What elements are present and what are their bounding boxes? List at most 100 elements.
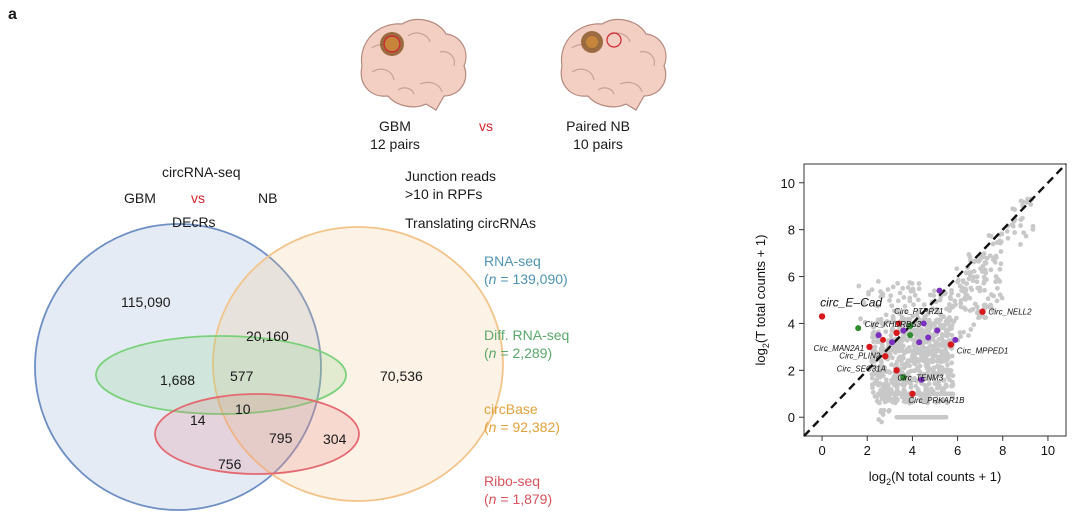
labeled-point xyxy=(906,322,914,329)
background-point xyxy=(967,308,973,313)
background-point xyxy=(905,348,911,354)
background-point xyxy=(862,320,868,325)
background-point xyxy=(994,298,1000,304)
highlight-point xyxy=(880,336,887,343)
background-point xyxy=(903,317,909,322)
background-point xyxy=(991,255,997,261)
legend-ribo-n: (n = 1,879) xyxy=(484,491,553,507)
background-point xyxy=(974,274,980,280)
background-point xyxy=(997,266,1003,272)
junction-threshold: >10 in RPFs xyxy=(405,186,483,202)
background-point xyxy=(946,331,952,337)
background-point xyxy=(1012,230,1018,235)
background-point xyxy=(945,362,950,368)
background-point xyxy=(954,266,960,272)
background-point xyxy=(932,332,938,338)
background-point xyxy=(985,296,991,302)
background-point xyxy=(926,351,932,357)
background-point xyxy=(908,327,914,333)
point-label: Circ_MPPED1 xyxy=(957,347,1009,356)
background-point xyxy=(889,355,895,361)
background-point xyxy=(916,281,922,286)
background-point xyxy=(875,382,881,388)
background-point xyxy=(870,331,876,336)
legend-circbase-n: (n = 92,382) xyxy=(484,419,560,435)
background-point xyxy=(943,382,949,388)
background-point xyxy=(895,381,901,387)
background-point xyxy=(937,399,942,404)
background-point xyxy=(888,293,894,299)
background-point xyxy=(895,298,901,304)
count-rna-only: 115,090 xyxy=(121,294,171,310)
background-point xyxy=(889,362,894,368)
background-point xyxy=(870,389,876,395)
background-point xyxy=(908,396,914,402)
background-point xyxy=(879,320,885,326)
background-point xyxy=(902,303,908,309)
background-point xyxy=(907,374,912,380)
background-point xyxy=(945,319,951,325)
background-point xyxy=(888,333,894,338)
point-label: Circ_TENM3 xyxy=(897,373,943,382)
nb-pairs: 10 pairs xyxy=(573,136,623,152)
background-point xyxy=(928,373,934,379)
panel-label: a xyxy=(8,6,17,23)
labeled-point xyxy=(909,390,916,397)
background-point xyxy=(875,337,881,343)
background-point xyxy=(981,280,987,286)
background-point xyxy=(968,327,974,332)
point-label: Circ_SEC31A xyxy=(837,364,886,373)
background-point xyxy=(884,377,889,383)
background-point xyxy=(888,387,894,392)
background-point xyxy=(931,293,937,298)
highlight-point xyxy=(920,320,927,327)
background-point xyxy=(882,381,888,387)
junction-reads: Junction reads xyxy=(405,168,497,184)
background-point xyxy=(895,280,901,286)
background-point xyxy=(950,373,956,379)
background-point xyxy=(903,363,909,369)
background-point xyxy=(994,285,1000,291)
workflow-gbm: GBM xyxy=(124,190,156,206)
background-point xyxy=(878,409,884,415)
background-point xyxy=(906,344,912,350)
circrna-seq-title: circRNA-seq xyxy=(162,164,241,180)
legend-rna-seq-name: RNA-seq xyxy=(484,253,541,269)
background-point xyxy=(905,285,911,290)
background-point xyxy=(872,344,878,350)
background-point xyxy=(939,332,945,337)
background-point xyxy=(937,364,943,370)
highlight-point xyxy=(855,325,862,332)
highlight-point xyxy=(934,327,941,334)
background-point xyxy=(986,233,992,238)
background-point xyxy=(903,399,909,405)
background-point xyxy=(966,333,971,338)
background-point xyxy=(964,292,970,298)
background-point xyxy=(960,278,966,283)
background-point xyxy=(963,270,969,276)
background-point xyxy=(978,266,983,271)
background-point xyxy=(889,398,895,404)
brains-vs: vs xyxy=(479,118,493,134)
highlight-point xyxy=(900,327,907,334)
legend-circbase: circBase (n = 92,382) xyxy=(484,400,560,436)
background-point xyxy=(897,290,903,296)
background-point xyxy=(911,347,917,353)
background-point xyxy=(916,320,921,326)
labeled-point xyxy=(866,343,873,351)
y-tick-label: 0 xyxy=(788,410,795,425)
count-rna-circbase: 20,160 xyxy=(246,328,289,344)
gbm-label: GBM xyxy=(379,118,411,134)
venn-rna-seq xyxy=(34,223,322,511)
background-point xyxy=(984,255,990,261)
background-point xyxy=(894,308,900,314)
background-point xyxy=(937,369,942,375)
background-point xyxy=(941,353,947,359)
background-point xyxy=(875,303,880,309)
scatter-plot: circ_E–Cad Circ_NELL2 Circ_PTPRZ1 Circ_KHDR… xyxy=(753,163,1067,487)
background-point xyxy=(879,393,885,399)
background-point xyxy=(866,291,871,297)
legend-diff-n: (n = 2,289) xyxy=(484,345,553,361)
background-point xyxy=(1018,242,1023,247)
background-point xyxy=(919,326,924,332)
